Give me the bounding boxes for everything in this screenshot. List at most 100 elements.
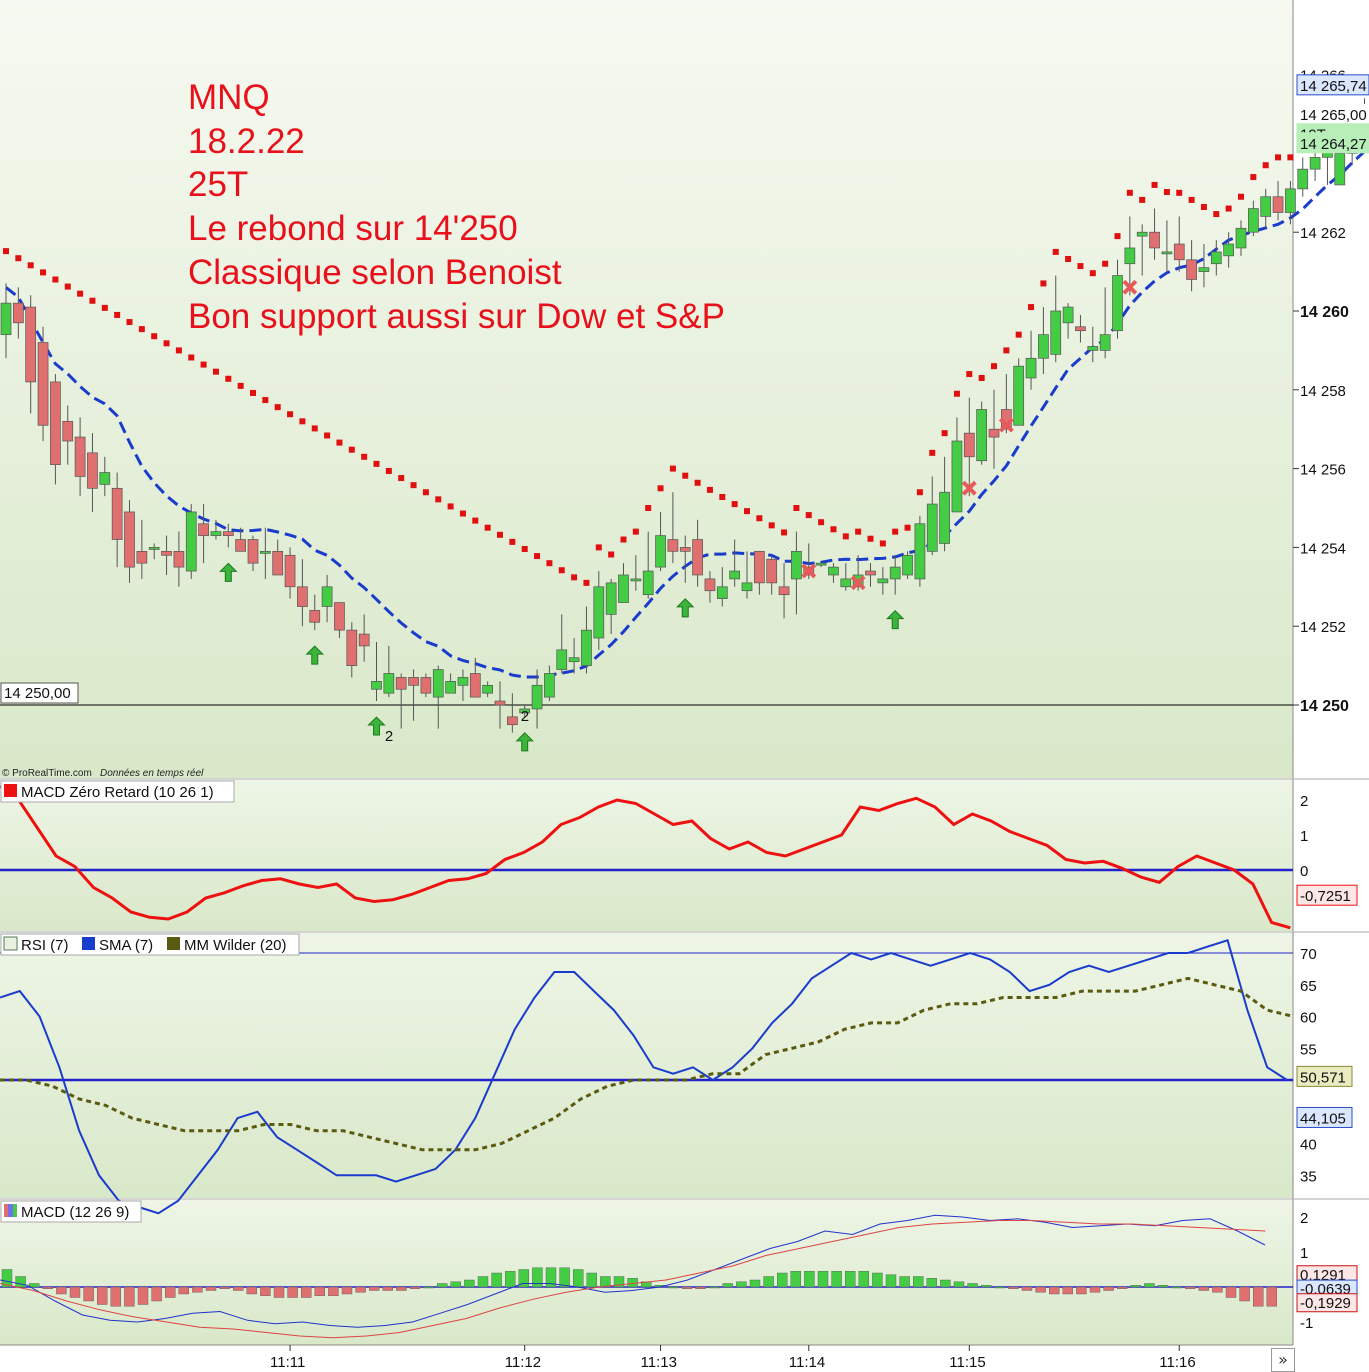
candle bbox=[704, 571, 716, 603]
macd-histogram-bar bbox=[1062, 1286, 1074, 1295]
time-tick-label: 11:13 bbox=[641, 1354, 677, 1371]
sar-dot bbox=[657, 485, 664, 492]
sar-dot bbox=[126, 319, 133, 326]
macd-title: MACD (12 26 9) bbox=[21, 1204, 129, 1221]
candle bbox=[432, 665, 444, 729]
macd-legend-box[interactable] bbox=[0, 1200, 142, 1223]
candle-body bbox=[0, 302, 12, 335]
candle bbox=[1050, 275, 1062, 363]
candle-body bbox=[630, 578, 642, 582]
candle bbox=[939, 456, 950, 552]
macd-histogram-bar bbox=[899, 1276, 910, 1288]
sar-dot bbox=[669, 465, 676, 472]
candle bbox=[889, 555, 901, 595]
candle-body bbox=[1136, 231, 1148, 237]
candle bbox=[865, 563, 876, 587]
annotation-line-4: Le rebond sur 14'250 bbox=[188, 209, 518, 249]
candle-body bbox=[346, 629, 358, 666]
signal-label-2: 2 bbox=[521, 708, 529, 725]
macd-signal-line bbox=[0, 1220, 1266, 1339]
sma-legend-label: SMA (7) bbox=[99, 937, 153, 954]
candle bbox=[297, 559, 308, 627]
sar-dot bbox=[274, 404, 281, 411]
macd-histogram-bar bbox=[559, 1267, 570, 1288]
rsi-legend-box[interactable] bbox=[0, 933, 300, 956]
sar-dot bbox=[1238, 193, 1244, 200]
candle bbox=[420, 673, 432, 698]
macd-histogram-bar bbox=[219, 1286, 230, 1289]
candle bbox=[1186, 240, 1197, 292]
sar-dot bbox=[175, 347, 182, 354]
sar-dot bbox=[916, 489, 923, 496]
macd-zr-tick-label: 1 bbox=[1300, 828, 1308, 845]
sar-dot bbox=[781, 529, 788, 536]
sar-dot bbox=[546, 560, 553, 567]
macd-histogram-bar bbox=[1048, 1286, 1060, 1295]
candle bbox=[963, 397, 975, 497]
candle bbox=[346, 622, 358, 678]
sar-dot bbox=[1102, 260, 1109, 267]
candle bbox=[371, 641, 382, 702]
sar-dot bbox=[138, 326, 145, 333]
candle-body bbox=[1025, 357, 1037, 379]
macd-zr-last-value: -0,7251 bbox=[1300, 888, 1351, 905]
macd-histogram-bar bbox=[192, 1286, 203, 1293]
macd-histogram-bar bbox=[1, 1269, 13, 1288]
macd-histogram-bar bbox=[29, 1283, 40, 1288]
annotation-line-6: Bon support aussi sur Dow et S&P bbox=[188, 296, 725, 336]
candle bbox=[544, 665, 555, 702]
candle-body bbox=[951, 440, 963, 513]
macd-histogram-bar bbox=[722, 1283, 733, 1288]
sar-dot bbox=[694, 479, 701, 486]
macd-histogram-bar bbox=[613, 1276, 625, 1288]
macd-value-label: -0,1929 bbox=[1300, 1295, 1351, 1312]
last-price-box bbox=[1296, 74, 1369, 96]
candle bbox=[902, 551, 913, 579]
candle-body bbox=[593, 586, 605, 639]
sar-dot bbox=[225, 375, 232, 382]
candle-body bbox=[1309, 156, 1321, 170]
sar-dot bbox=[101, 304, 108, 311]
candle bbox=[1087, 326, 1099, 363]
candle bbox=[1247, 200, 1259, 237]
macd-zr-legend-box[interactable] bbox=[0, 780, 235, 803]
sell-cross-icon bbox=[850, 575, 866, 591]
candle-body bbox=[766, 558, 778, 584]
candle-body bbox=[25, 306, 37, 383]
candle-body bbox=[272, 550, 284, 576]
candle-body bbox=[309, 610, 321, 623]
time-tick-label: 11:15 bbox=[949, 1354, 985, 1371]
sar-dot bbox=[744, 508, 750, 515]
sar-dot bbox=[385, 467, 392, 474]
candle-body bbox=[741, 582, 753, 592]
candle-body bbox=[173, 550, 185, 568]
macd-histogram-bar bbox=[627, 1278, 638, 1288]
candle bbox=[828, 563, 839, 583]
candle-body bbox=[716, 586, 728, 599]
candle-body bbox=[753, 550, 765, 584]
candle-body bbox=[210, 531, 222, 536]
candle-body bbox=[284, 554, 296, 588]
macd-histogram-bar bbox=[1266, 1286, 1278, 1307]
macd-histogram-bar bbox=[1103, 1286, 1114, 1291]
sar-dot bbox=[558, 567, 565, 574]
candle-body bbox=[482, 684, 493, 694]
sar-dot bbox=[324, 432, 331, 439]
rsi-tick-label: 35 bbox=[1300, 1168, 1317, 1185]
sar-dot bbox=[706, 486, 713, 493]
candle-body bbox=[1247, 208, 1259, 233]
sar-dot bbox=[1262, 162, 1269, 169]
candle-body bbox=[976, 409, 988, 462]
candle-body bbox=[939, 491, 950, 544]
sar-dot bbox=[731, 501, 738, 508]
expand-button[interactable]: » bbox=[1271, 1348, 1295, 1372]
candle-body bbox=[1112, 275, 1123, 332]
macd-zr-line bbox=[0, 784, 1291, 930]
macd-histogram-bar bbox=[1225, 1286, 1237, 1298]
candle-body bbox=[1099, 334, 1111, 351]
candle-body bbox=[37, 342, 49, 426]
macd-histogram-bar bbox=[668, 1286, 679, 1289]
candle-body bbox=[383, 673, 395, 694]
macd-histogram-bar bbox=[1239, 1286, 1250, 1302]
macd-histogram-bar bbox=[749, 1279, 761, 1288]
